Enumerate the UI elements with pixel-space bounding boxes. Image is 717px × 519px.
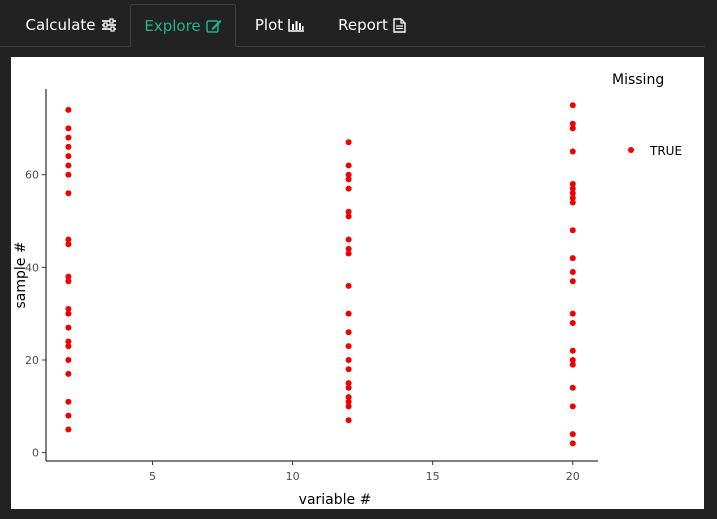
legend-title: Missing	[612, 72, 664, 88]
x-tick-label: 20	[566, 470, 580, 483]
data-point	[569, 180, 576, 187]
data-point	[569, 361, 576, 368]
bar-chart-icon	[288, 18, 305, 32]
edit-icon	[205, 19, 222, 33]
y-tick-label: 60	[25, 169, 39, 182]
data-point	[569, 384, 576, 391]
legend-key-true	[628, 147, 634, 153]
data-point	[345, 213, 352, 220]
data-point	[345, 398, 352, 405]
data-point	[345, 394, 352, 401]
axes	[45, 89, 598, 462]
data-point	[345, 250, 352, 257]
data-point	[345, 176, 352, 183]
tab-report-label: Report	[338, 16, 388, 34]
data-point	[65, 241, 72, 248]
data-point	[345, 366, 352, 373]
data-point	[569, 268, 576, 275]
data-point	[65, 398, 72, 405]
data-point	[65, 324, 72, 331]
legend-label-true: TRUE	[649, 144, 682, 158]
data-point	[65, 426, 72, 433]
data-point	[569, 403, 576, 410]
data-point	[65, 190, 72, 197]
data-point	[345, 310, 352, 317]
sliders-icon	[101, 18, 117, 32]
x-tick-label: 5	[149, 470, 156, 483]
y-axis-title: sample #	[13, 241, 29, 308]
data-point	[569, 148, 576, 155]
data-point	[345, 403, 352, 410]
data-point	[569, 255, 576, 262]
data-point	[65, 273, 72, 280]
data-point	[345, 380, 352, 387]
data-point	[65, 236, 72, 243]
tab-report[interactable]: Report	[322, 4, 422, 46]
y-tick-label: 20	[25, 354, 39, 367]
data-point	[65, 357, 72, 364]
data-point	[569, 278, 576, 285]
data-point	[65, 412, 72, 419]
data-point	[345, 282, 352, 289]
data-point	[65, 171, 72, 178]
data-point	[65, 343, 72, 350]
data-point	[345, 236, 352, 243]
data-point	[345, 185, 352, 192]
data-point	[569, 102, 576, 109]
data-point	[569, 319, 576, 326]
data-point	[569, 194, 576, 201]
data-point	[569, 185, 576, 192]
data-point	[569, 120, 576, 127]
tab-calculate[interactable]: Calculate	[12, 4, 130, 46]
tab-explore-label: Explore	[144, 16, 201, 35]
y-tick-label: 0	[32, 447, 39, 460]
data-point	[569, 440, 576, 447]
data-point	[345, 162, 352, 169]
data-point	[65, 338, 72, 345]
data-point	[65, 134, 72, 141]
data-point	[569, 431, 576, 438]
data-point	[569, 125, 576, 132]
scatter-chart: 5 10 15 20 0 20 40 60 variable # sample # Missi…	[13, 72, 682, 508]
x-tick-label: 10	[286, 470, 300, 483]
data-point	[345, 208, 352, 215]
data-point	[569, 190, 576, 197]
data-point	[65, 106, 72, 113]
data-point	[569, 347, 576, 354]
data-point	[569, 199, 576, 206]
data-point	[569, 357, 576, 364]
document-icon	[393, 17, 406, 33]
data-point	[345, 171, 352, 178]
data-point	[345, 343, 352, 350]
tab-plot[interactable]: Plot	[240, 4, 320, 46]
data-point	[65, 125, 72, 132]
data-point	[345, 329, 352, 336]
data-point	[65, 370, 72, 377]
data-point	[65, 143, 72, 150]
data-point	[65, 310, 72, 317]
tab-bar: Calculate Explore Plot	[0, 0, 705, 47]
tab-plot-label: Plot	[254, 16, 284, 34]
x-axis-title: variable #	[299, 492, 372, 508]
x-tick-label: 15	[426, 470, 440, 483]
data-point	[345, 384, 352, 391]
data-point	[345, 357, 352, 364]
data-point	[569, 227, 576, 234]
data-point	[345, 417, 352, 424]
data-point	[65, 162, 72, 169]
data-point	[345, 139, 352, 146]
tab-calculate-label: Calculate	[25, 16, 96, 34]
data-point	[345, 245, 352, 252]
tab-explore[interactable]: Explore	[130, 4, 236, 47]
data-point	[65, 153, 72, 160]
data-point	[65, 278, 72, 285]
plot-panel: 5 10 15 20 0 20 40 60 variable # sample # Missi…	[11, 57, 704, 509]
data-point	[65, 306, 72, 313]
y-tick-label: 40	[25, 261, 39, 274]
data-point	[569, 310, 576, 317]
